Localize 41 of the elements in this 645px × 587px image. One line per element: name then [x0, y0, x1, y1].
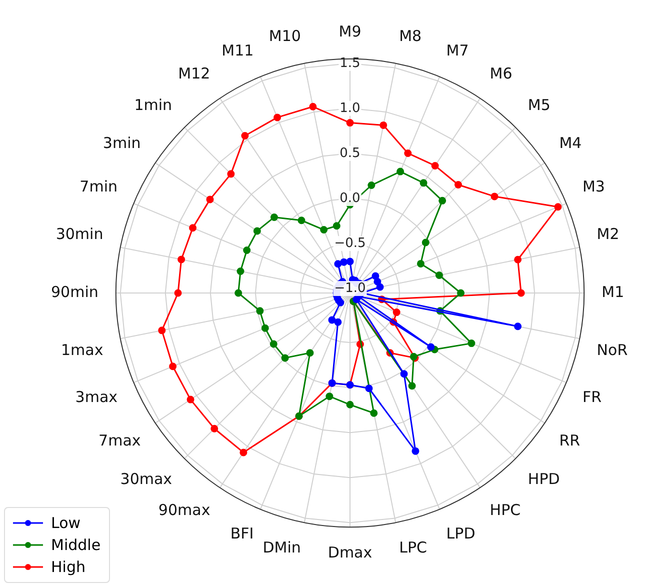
spoke-label: M7: [446, 41, 469, 60]
spoke-label: LPC: [399, 538, 427, 557]
spoke-label: M11: [222, 41, 254, 60]
y-tick-label: −0.5: [334, 236, 366, 251]
spoke-label: M4: [559, 134, 582, 152]
spoke-label: M8: [399, 27, 422, 46]
y-tick-label: 1.5: [340, 56, 360, 71]
y-tick-label: −1.0: [334, 280, 366, 296]
spoke-label: M9: [338, 22, 362, 40]
spoke-label: M5: [528, 96, 550, 114]
spoke-label: 30max: [120, 470, 172, 488]
spoke-label: 7max: [98, 432, 141, 450]
spoke-label: 1min: [134, 96, 172, 114]
spoke-label: DMin: [262, 538, 301, 557]
spoke-label: M12: [178, 64, 210, 83]
spoke-label: 90max: [158, 501, 210, 520]
spoke-label: 1max: [60, 340, 104, 359]
spoke-label: M2: [596, 224, 620, 243]
spoke-label: RR: [559, 432, 580, 450]
spoke-label: Dmax: [328, 544, 372, 562]
spoke-label: 7min: [80, 178, 118, 196]
spoke-label: FR: [582, 388, 602, 406]
spoke-label: HPC: [490, 501, 521, 520]
spoke-label: 30min: [56, 224, 104, 243]
y-tick-label: 0.5: [340, 146, 360, 161]
spoke-label: M6: [490, 64, 512, 83]
spoke-label: M1: [602, 282, 624, 301]
legend-label: Low: [51, 513, 81, 534]
spoke-label: HPD: [528, 470, 560, 488]
legend-label: High: [51, 557, 86, 578]
spoke-label: NoR: [596, 340, 628, 359]
spoke-label: BFI: [230, 524, 254, 542]
spoke-label: 3min: [102, 134, 141, 152]
spoke-label: LPD: [446, 524, 476, 542]
spoke-label: 90min: [51, 282, 98, 301]
spoke-label: 3max: [75, 388, 118, 406]
y-tick-label: 0.0: [340, 190, 360, 206]
spoke-label: M3: [582, 178, 605, 196]
legend-label: Middle: [51, 535, 101, 556]
spoke-label: M10: [268, 27, 301, 46]
y-tick-label: 1.0: [340, 100, 360, 116]
